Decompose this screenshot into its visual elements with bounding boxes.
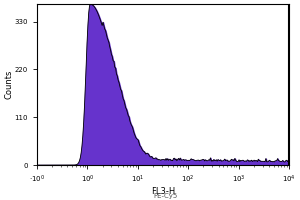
X-axis label: FL3-H: FL3-H [151, 187, 175, 196]
Text: PE-Cy5: PE-Cy5 [153, 193, 177, 199]
Y-axis label: Counts: Counts [4, 70, 13, 99]
